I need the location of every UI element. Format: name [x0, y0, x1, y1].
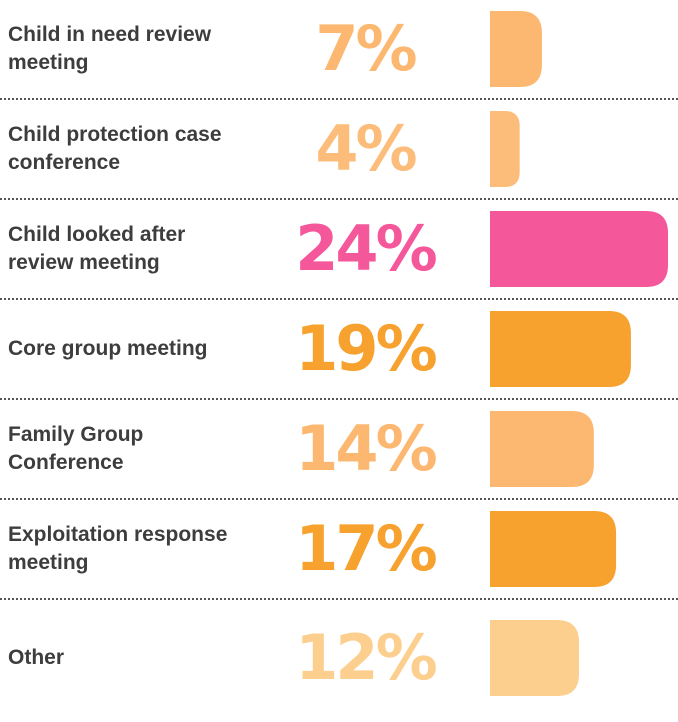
row: Child protection case conference 4% — [0, 100, 678, 200]
bar — [490, 511, 617, 587]
bar-area — [490, 511, 617, 587]
bar — [490, 620, 579, 696]
category-label: Child in need review meeting — [8, 23, 212, 74]
bar-area — [490, 311, 631, 387]
bar-area — [490, 411, 594, 487]
row: Exploitation response meeting 17% — [0, 500, 678, 600]
value-label: 19% — [295, 312, 437, 385]
row: Child in need review meeting 7% — [0, 0, 678, 100]
value-label: 24% — [295, 212, 437, 285]
bar-area — [490, 211, 668, 287]
bar-area — [490, 111, 520, 187]
bar — [490, 11, 542, 87]
bar — [490, 411, 594, 487]
category-label: Core group meeting — [8, 337, 208, 360]
category-label: Child protection case conference — [8, 123, 222, 174]
category-label: Child looked after review meeting — [8, 223, 186, 274]
row: Other 12% — [0, 600, 678, 716]
value-label: 4% — [315, 112, 417, 185]
category-label: Exploitation response meeting — [8, 523, 228, 574]
value-label: 14% — [295, 412, 437, 485]
category-label: Family Group Conference — [8, 423, 144, 474]
bar — [490, 211, 668, 287]
row: Core group meeting 19% — [0, 300, 678, 400]
value-label: 7% — [315, 12, 417, 85]
bar — [490, 111, 520, 187]
value-label: 17% — [295, 512, 437, 585]
bar — [490, 311, 631, 387]
category-label: Other — [8, 646, 65, 669]
value-label: 12% — [295, 621, 437, 694]
bar-area — [490, 11, 542, 87]
row: Child looked after review meeting 24% — [0, 200, 678, 300]
bar-area — [490, 620, 579, 696]
row: Family Group Conference 14% — [0, 400, 678, 500]
